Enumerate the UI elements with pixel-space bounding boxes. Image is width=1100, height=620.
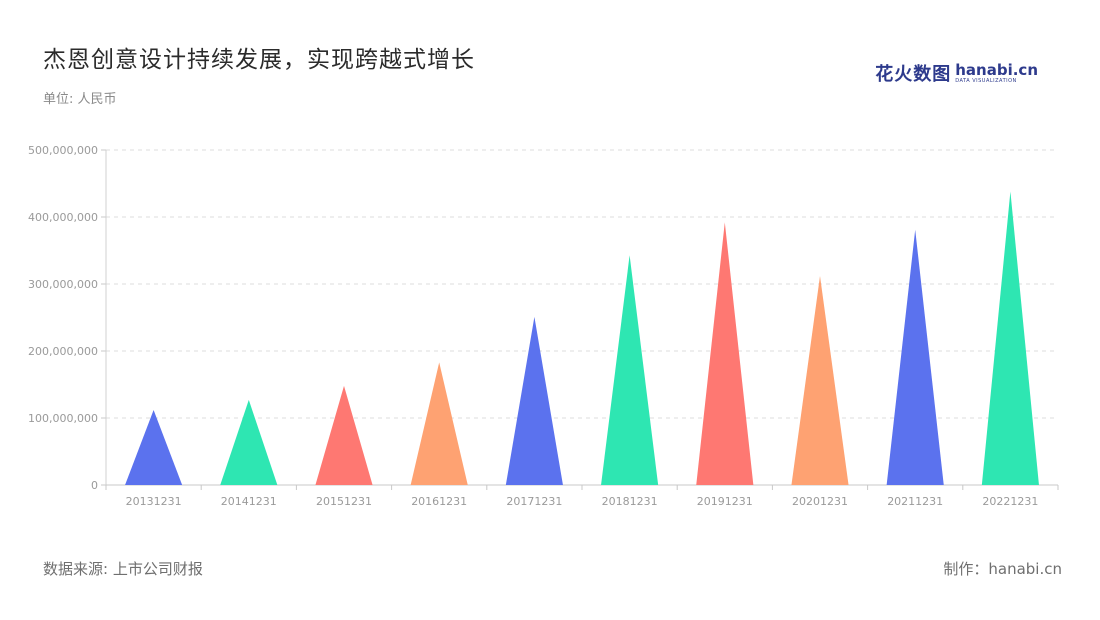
bar-20191231[interactable] (696, 222, 754, 486)
bar-20171231[interactable] (505, 316, 563, 485)
label-layer: 0 100,000,000 200,000,000 300,000,000 400,00… (28, 144, 1038, 508)
credit-label: 制作：hanabi.cn (943, 560, 1062, 578)
x-tick-label: 20161231 (411, 495, 467, 508)
y-tick-label: 300,000,000 (28, 278, 98, 291)
bar-20151231[interactable] (315, 385, 373, 485)
bar-20201231[interactable] (791, 275, 849, 485)
brand-logo: 花火数图 hanabi.cn DATA VISUALIZATION (875, 60, 1038, 86)
x-tick-label: 20191231 (697, 495, 753, 508)
logo-cn-text: 花火数图 (875, 64, 952, 85)
y-tick-label: 400,000,000 (28, 211, 98, 224)
x-tick-label: 20181231 (602, 495, 658, 508)
chart-title: 杰恩创意设计持续发展，实现跨越式增长 (43, 47, 475, 73)
x-tick-label: 20131231 (126, 495, 182, 508)
bar-layer (125, 191, 1039, 486)
y-tick-label: 100,000,000 (28, 412, 98, 425)
x-tick-label: 20141231 (221, 495, 277, 508)
unit-label: 单位: 人民币 (43, 92, 117, 107)
bar-20131231[interactable] (125, 409, 183, 485)
bar-20161231[interactable] (410, 362, 468, 485)
x-tick-label: 20151231 (316, 495, 372, 508)
y-tick-label: 200,000,000 (28, 345, 98, 358)
y-tick-label: 500,000,000 (28, 144, 98, 157)
x-tick-label: 20201231 (792, 495, 848, 508)
bar-20141231[interactable] (220, 399, 278, 485)
x-tick-label: 20211231 (887, 495, 943, 508)
bar-chart: 0 100,000,000 200,000,000 300,000,000 400,00… (28, 144, 1059, 508)
y-tick-label: 0 (91, 479, 98, 492)
logo-sub-text: DATA VISUALIZATION (955, 77, 1017, 84)
data-source: 数据来源: 上市公司财报 (43, 560, 203, 578)
bar-20211231[interactable] (886, 229, 944, 485)
logo-en-text: hanabi.cn (955, 60, 1038, 79)
bar-20181231[interactable] (601, 255, 659, 485)
x-tick-label: 20221231 (982, 495, 1038, 508)
bar-20221231[interactable] (981, 191, 1039, 485)
logo-en-block: hanabi.cn DATA VISUALIZATION (955, 60, 1038, 84)
x-tick-label: 20171231 (506, 495, 562, 508)
